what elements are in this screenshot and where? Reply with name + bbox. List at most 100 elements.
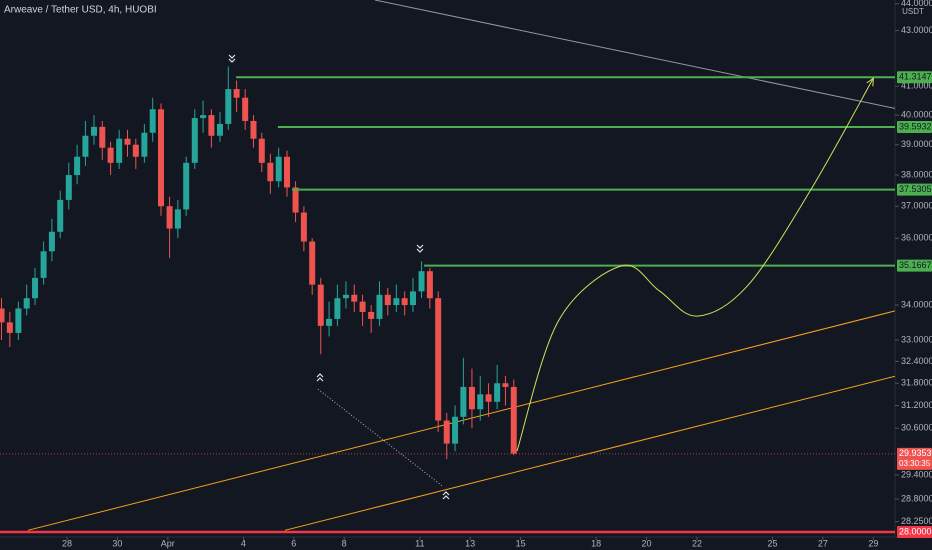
x-tick-label: 28	[62, 538, 72, 548]
x-tick-label: 29	[868, 538, 878, 548]
x-tick-label: 11	[415, 538, 424, 548]
candle-body	[393, 298, 400, 306]
candle-body	[342, 294, 349, 299]
candle-body	[242, 97, 249, 121]
candle-body	[468, 386, 475, 410]
x-tick-label: 22	[692, 538, 702, 548]
level-label: 35.1667	[899, 260, 932, 270]
y-tick-label: 38.0000	[901, 169, 932, 179]
x-tick-label: 6	[291, 538, 296, 548]
dotted-arrow	[317, 388, 444, 487]
support-label-box	[897, 525, 932, 538]
y-tick-label: 32.4000	[901, 356, 932, 366]
candle-body	[48, 231, 55, 252]
candle-body	[200, 115, 207, 119]
trendline	[284, 375, 895, 531]
candle-body	[317, 284, 324, 326]
y-tick-label: 34.0000	[901, 299, 932, 309]
y-tick-label: 28.8000	[901, 493, 932, 503]
y-tick-label: 44.0000	[901, 0, 932, 8]
countdown-label: 03:30:35	[899, 459, 931, 468]
candle-body	[502, 383, 509, 387]
y-tick-label: 40.0000	[901, 109, 932, 119]
candle-body	[452, 416, 459, 444]
candle-body	[132, 144, 139, 157]
candle-body	[65, 175, 72, 200]
x-tick-label: Apr	[161, 538, 175, 548]
candle-body	[216, 123, 223, 136]
price-unit: USDT	[902, 7, 924, 16]
y-tick-label: 41.0000	[901, 81, 932, 91]
candle-body	[326, 318, 333, 326]
candle-body	[233, 89, 240, 98]
x-tick-label: 13	[465, 538, 475, 548]
candle-body	[384, 294, 391, 306]
candle-body	[426, 271, 433, 299]
candle-body	[435, 298, 442, 421]
candle-body	[6, 322, 13, 333]
candle-body	[368, 311, 375, 319]
candle-body	[418, 271, 425, 292]
candle-body	[99, 126, 106, 148]
candle-body	[57, 199, 64, 232]
level-label-box	[897, 121, 932, 134]
level-label: 37.5305	[899, 184, 932, 194]
candle-body	[309, 241, 316, 285]
candle-body	[40, 251, 47, 278]
level-label-box	[897, 259, 932, 272]
candle-body	[166, 206, 173, 229]
level-label: 39.5932	[899, 121, 932, 131]
x-tick-label: 8	[342, 538, 347, 548]
candle-body	[82, 135, 89, 157]
x-tick-label: 20	[642, 538, 652, 548]
pivot-low-marker	[316, 373, 324, 382]
candle-body	[283, 156, 290, 188]
candle-body	[225, 89, 232, 124]
support-label: 28.0000	[899, 526, 932, 536]
candle-body	[23, 298, 30, 309]
candle-body	[485, 394, 492, 402]
x-tick-label: 15	[516, 538, 526, 548]
candle-body	[124, 138, 131, 145]
x-tick-label: 18	[591, 538, 601, 548]
x-tick-label: 27	[818, 538, 828, 548]
y-tick-label: 36.0000	[901, 233, 932, 243]
projection-arrowhead	[866, 77, 874, 87]
candle-body	[32, 277, 39, 299]
candle-body	[267, 162, 274, 182]
y-tick-label: 28.2500	[901, 516, 932, 526]
candle-body	[443, 420, 450, 444]
candle-body	[0, 308, 5, 323]
level-label-box	[897, 183, 932, 196]
pivot-high-marker	[228, 54, 236, 63]
candle-body	[15, 308, 22, 333]
y-tick-label: 29.4000	[901, 469, 932, 479]
chart-title: Arweave / Tether USD, 4h, HUOBI	[4, 5, 157, 16]
candle-body	[116, 138, 123, 163]
y-tick-label: 31.8000	[901, 378, 932, 388]
y-tick-label: 33.0000	[901, 334, 932, 344]
candle-body	[401, 298, 408, 306]
candle-body	[460, 386, 467, 417]
candle-body	[351, 294, 358, 302]
trendline	[374, 0, 895, 109]
candle-body	[477, 394, 484, 410]
x-tick-label: 30	[112, 538, 122, 548]
candle-body	[183, 162, 190, 210]
candle-body	[359, 301, 366, 312]
current-price-label: 29.9353	[899, 448, 932, 458]
y-tick-label: 30.6000	[901, 423, 932, 433]
x-tick-label: 25	[768, 538, 778, 548]
candle-body	[149, 109, 156, 133]
plot-area	[0, 0, 895, 534]
candle-body	[107, 147, 114, 163]
candle-body	[74, 156, 81, 176]
candle-body	[141, 132, 148, 157]
pivot-markers	[228, 54, 450, 500]
candle-body	[292, 187, 299, 213]
candle-body	[376, 294, 383, 319]
candle-body	[275, 156, 282, 182]
y-tick-label: 39.0000	[901, 139, 932, 149]
